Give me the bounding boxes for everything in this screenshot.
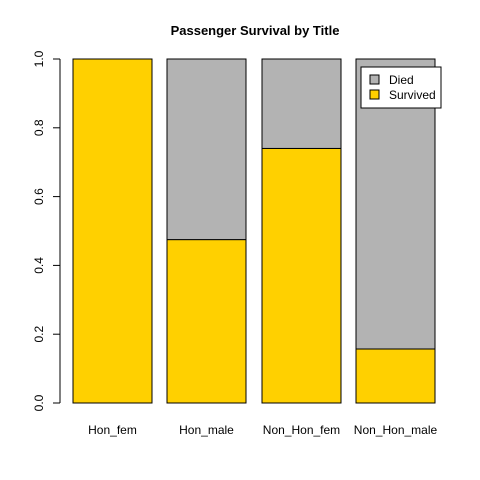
- category-label: Non_Hon_fem: [263, 423, 340, 437]
- y-tick-label: 0.4: [32, 257, 46, 274]
- legend-label-survived: Survived: [389, 88, 436, 102]
- legend-box: [360, 66, 442, 109]
- y-tick-label: 1.0: [32, 50, 46, 67]
- legend-swatch-died: [369, 74, 380, 85]
- legend-label-died: Died: [389, 73, 414, 87]
- bar-died-hon_male: [166, 58, 247, 241]
- bar-survived-hon_male: [166, 239, 247, 404]
- category-label: Non_Hon_male: [354, 423, 438, 437]
- chart-title: Passenger Survival by Title: [171, 23, 340, 38]
- bar-survived-hon_fem: [72, 58, 153, 404]
- y-axis: 0.0 0.2 0.4 0.6 0.8 1.0: [32, 50, 61, 411]
- bar-survived-non_hon_male: [355, 348, 436, 404]
- category-labels: Hon_fem Hon_male Non_Hon_fem Non_Hon_male: [88, 423, 437, 437]
- category-label: Hon_male: [179, 423, 234, 437]
- y-tick-label: 0.2: [32, 326, 46, 343]
- bar-survived-non_hon_fem: [261, 147, 342, 404]
- category-label: Hon_fem: [88, 423, 137, 437]
- legend-swatch-survived: [369, 89, 380, 100]
- y-tick-label: 0.6: [32, 188, 46, 205]
- bar-died-non_hon_fem: [261, 58, 342, 149]
- y-tick-label: 0.0: [32, 394, 46, 411]
- y-tick-label: 0.8: [32, 119, 46, 136]
- bars: [72, 58, 436, 404]
